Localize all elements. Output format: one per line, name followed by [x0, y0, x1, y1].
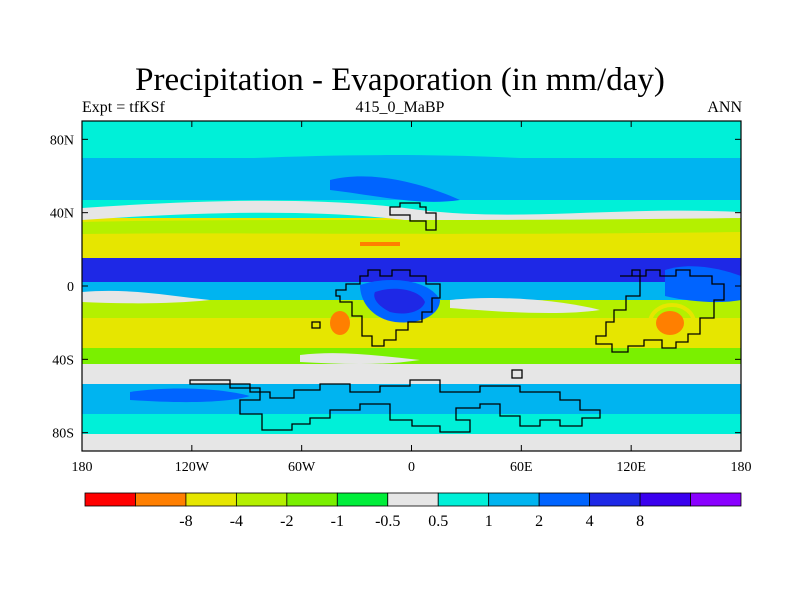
- north-orange-sliver: [360, 242, 400, 246]
- x-tick-label: 60E: [510, 460, 533, 475]
- coastlines: [189, 202, 725, 433]
- colorbar-swatch-8: [488, 492, 540, 507]
- band-itcz: [82, 258, 741, 282]
- australia-dry-ring: [648, 303, 696, 343]
- north-atlantic-wet: [330, 176, 460, 202]
- x-axis: 180 120W 60W 0 60E 120E 180: [72, 121, 752, 475]
- season-label: ANN: [707, 99, 742, 116]
- y-axis: 80N 40N 0 40S 80S: [50, 133, 741, 442]
- arctic-blue-streak: [82, 155, 741, 200]
- colorbar-label: 1: [485, 513, 493, 530]
- australia-dry-core: [656, 311, 684, 335]
- colorbar-swatch-10: [589, 492, 641, 507]
- colorbar-swatch-11: [639, 492, 691, 507]
- plot-title: Precipitation - Evaporation (in mm/day): [135, 62, 665, 98]
- x-tick-label: 0: [408, 460, 415, 475]
- south-ocean-blue-patches: [130, 388, 250, 403]
- x-tick-label: 180: [731, 460, 752, 475]
- colorbar-label: 8: [636, 513, 644, 530]
- band-south-dry: [82, 318, 741, 348]
- colorbar-swatch-6: [387, 492, 439, 507]
- south-atlantic-grey: [300, 353, 420, 364]
- coastline-southern-landmass: [189, 379, 601, 433]
- colorbar-swatch-3: [235, 492, 288, 507]
- y-tick-label: 40N: [50, 207, 74, 222]
- colorbar-label: 4: [586, 513, 594, 530]
- y-tick-label: 80N: [50, 133, 74, 148]
- colorbar: -8 -4 -2 -1 -0.5 0.5 1 2 4 8: [84, 492, 742, 530]
- colorbar-swatch-4: [286, 492, 338, 507]
- colorbar-swatch-7: [437, 492, 490, 507]
- experiment-label: Expt = tfKSf: [82, 99, 165, 116]
- equator-pacific-grey: [82, 290, 210, 304]
- north-green-strip: [82, 218, 741, 234]
- maritime-wet: [665, 266, 741, 303]
- indian-ocean-grey: [450, 298, 600, 314]
- colorbar-swatch-2: [185, 492, 237, 507]
- band-arctic: [82, 121, 741, 158]
- colorbar-label: -8: [179, 513, 192, 530]
- south-america-core: [374, 288, 425, 314]
- colorbar-swatch-5: [336, 492, 389, 507]
- coastline-small-island: [311, 321, 321, 329]
- colorbar-label: -2: [280, 513, 293, 530]
- x-tick-label: 180: [72, 460, 93, 475]
- colorbar-swatch-9: [538, 492, 591, 507]
- coastline-island-2: [511, 369, 523, 379]
- south-america-dry-core: [330, 311, 350, 335]
- y-tick-label: 40S: [52, 353, 74, 368]
- pme-field: [82, 121, 741, 451]
- band-south-transition: [82, 348, 741, 364]
- colorbar-label: -4: [230, 513, 243, 530]
- colorbar-swatch-0: [84, 492, 136, 507]
- north-grey-streak: [82, 200, 741, 225]
- coastline-west-gondwana: [335, 269, 441, 347]
- colorbar-swatch-12: [690, 492, 742, 507]
- band-south-midlat: [82, 364, 741, 384]
- colorbar-label: -1: [331, 513, 344, 530]
- x-tick-label: 120W: [175, 460, 210, 475]
- colorbar-swatch-1: [135, 492, 187, 507]
- colorbar-label: 2: [535, 513, 543, 530]
- colorbar-label: -0.5: [375, 513, 400, 530]
- x-tick-label: 60W: [288, 460, 316, 475]
- x-tick-label: 120E: [616, 460, 646, 475]
- band-antarctic: [82, 434, 741, 451]
- y-tick-label: 80S: [52, 427, 74, 442]
- coastline-east-gondwana: [595, 269, 725, 353]
- time-label: 415_0_MaBP: [355, 99, 445, 116]
- coastline-north-block: [389, 202, 437, 231]
- colorbar-label: 0.5: [428, 513, 448, 530]
- y-tick-label: 0: [67, 280, 74, 295]
